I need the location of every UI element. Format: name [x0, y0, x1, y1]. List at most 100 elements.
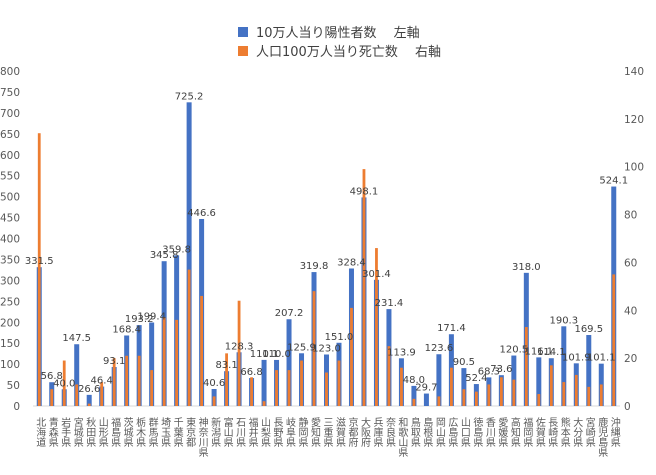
data-label-positive: 345.8 — [150, 250, 179, 261]
data-label-positive: 193.2 — [125, 314, 154, 325]
data-label-positive: 90.5 — [453, 357, 475, 368]
data-label-positive: 207.2 — [275, 308, 304, 319]
bar-death — [187, 269, 191, 406]
data-label-positive: 101.9 — [562, 352, 591, 363]
bar-death — [237, 300, 241, 406]
x-axis-category-label: 鳥取県 — [408, 416, 420, 448]
data-label-positive: 359.8 — [162, 244, 191, 255]
data-label-positive: 52.4 — [465, 373, 487, 384]
legend-label-death: 人口100万人当り死亡数 右軸 — [256, 45, 441, 60]
x-axis-category-label: 千葉県 — [171, 417, 183, 448]
legend-label-positive: 10万人当り陽性者数 左軸 — [256, 26, 420, 41]
y-axis-left-tick-label: 0 — [13, 401, 20, 413]
x-axis-category-label: 愛媛県 — [496, 416, 508, 448]
data-label-positive: 48.0 — [403, 375, 425, 386]
legend-swatch-positive — [238, 26, 248, 37]
y-axis-right-tick-label: 0 — [624, 401, 631, 413]
bar-death — [474, 391, 478, 406]
data-label-positive: 331.5 — [25, 256, 54, 267]
data-label-positive: 110.0 — [262, 349, 291, 360]
x-axis-category-label: 山口県 — [458, 417, 470, 448]
bar-death — [524, 327, 528, 406]
data-label-positive: 318.0 — [512, 262, 541, 273]
data-label-positive: 169.5 — [574, 324, 603, 335]
x-axis-category-label: 青森県 — [46, 416, 58, 448]
y-axis-left-tick-label: 150 — [0, 338, 20, 350]
y-axis-left-tick-label: 500 — [0, 192, 20, 204]
x-axis-category-label: 大阪府 — [358, 416, 370, 448]
x-axis-category-label: 福井県 — [246, 416, 258, 448]
bar-death — [387, 346, 391, 406]
x-axis-category-label: 沖縄県 — [608, 416, 620, 448]
bar-death — [112, 358, 116, 406]
bar-death — [549, 365, 553, 406]
bar-death — [100, 382, 104, 406]
x-axis-category-label: 北海道 — [34, 417, 46, 447]
data-label-positive: 168.4 — [112, 324, 141, 335]
x-axis-category-label: 兵庫県 — [371, 416, 383, 448]
y-axis-left-tick-label: 250 — [0, 296, 20, 308]
y-axis-left-tick-label: 200 — [0, 317, 20, 329]
x-axis-category-label: 静岡県 — [296, 416, 308, 448]
x-axis-category-label: 茨城県 — [121, 416, 133, 448]
x-axis-category-label: 石川県 — [234, 417, 246, 448]
y-axis-left-tick-label: 600 — [0, 150, 20, 162]
bar-death — [325, 372, 328, 406]
bar-death — [562, 382, 566, 406]
bar-positive — [74, 344, 80, 406]
y-axis-left-tick-label: 700 — [0, 108, 20, 120]
x-axis-category-label: 愛知県 — [309, 416, 321, 448]
data-label-positive: 73.6 — [490, 364, 512, 375]
data-label-positive: 301.4 — [362, 269, 391, 280]
bar-death — [537, 394, 541, 406]
bar-positive — [261, 359, 267, 406]
bar-death — [449, 367, 453, 406]
bar-positive — [461, 368, 467, 406]
bar-death — [150, 370, 154, 406]
data-label-positive: 116.1 — [524, 346, 553, 357]
data-label-positive: 125.9 — [287, 342, 316, 353]
bar-death — [250, 377, 253, 406]
x-axis-category-label: 佐賀県 — [533, 417, 545, 448]
bar-positive — [423, 393, 429, 406]
bar-death — [137, 355, 141, 406]
data-label-positive: 231.4 — [375, 298, 404, 309]
bar-death — [200, 295, 204, 406]
x-axis-category-label: 長野県 — [271, 417, 283, 448]
x-axis-category-label: 香川県 — [483, 417, 495, 448]
bar-death — [587, 386, 591, 406]
data-label-positive: 190.3 — [549, 315, 578, 326]
bar-death — [487, 384, 491, 406]
bar-positive — [186, 102, 192, 406]
x-axis-category-label: 神奈川県 — [196, 416, 208, 458]
y-axis-left-tick-label: 50 — [7, 380, 20, 392]
bar-death — [350, 307, 353, 406]
x-axis-category-label: 栃木県 — [134, 416, 146, 448]
data-label-positive: 110.1 — [250, 349, 279, 360]
x-axis-category-label: 高知県 — [508, 416, 520, 448]
bar-positive — [436, 354, 442, 406]
y-axis-right-tick-label: 140 — [624, 66, 644, 78]
bar-death — [212, 396, 216, 406]
y-axis-left-tick-label: 800 — [0, 66, 20, 78]
bar-death — [225, 353, 228, 406]
data-label-positive: 151.0 — [325, 332, 354, 343]
x-axis-category-label: 山形県 — [96, 417, 108, 448]
bar-positive — [86, 394, 92, 406]
legend: 10万人当り陽性者数 左軸 人口100万人当り死亡数 右軸 — [238, 22, 441, 60]
data-label-positive: 319.8 — [300, 261, 329, 272]
bar-death — [37, 133, 41, 406]
x-axis-category-label: 埼玉県 — [159, 416, 171, 448]
x-axis-category-label: 熊本県 — [558, 416, 570, 448]
y-axis-right-tick-label: 40 — [624, 305, 637, 317]
x-axis-category-label: 福島県 — [109, 416, 121, 448]
bar-death — [437, 396, 441, 406]
x-axis-category-label: 長崎県 — [546, 417, 558, 448]
x-axis-category-label: 京都府 — [346, 416, 358, 448]
x-axis-category-label: 群馬県 — [146, 416, 158, 448]
y-axis-right-tick-label: 120 — [624, 114, 644, 126]
bar-death — [462, 389, 466, 406]
y-axis-left-tick-label: 350 — [0, 254, 20, 266]
y-axis-left-tick-label: 300 — [0, 275, 20, 287]
